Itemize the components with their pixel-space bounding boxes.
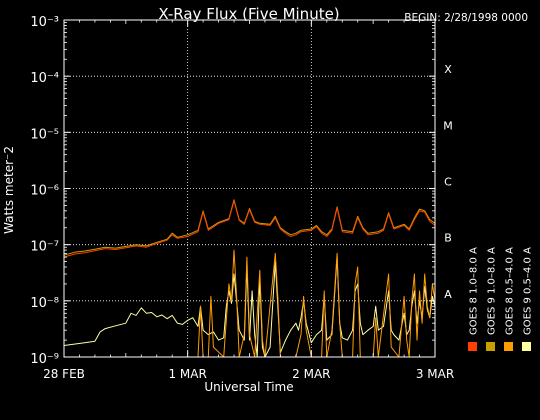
flare-class-labels: A B C M X bbox=[443, 63, 453, 301]
chart-title: X-Ray Flux (Five Minute) bbox=[158, 5, 339, 23]
legend-swatch bbox=[468, 342, 477, 351]
legend-swatch bbox=[522, 342, 531, 351]
x-axis: 28 FEB 1 MAR 2 MAR 3 MAR bbox=[43, 20, 454, 381]
y-tick-label: 10⁻³ bbox=[30, 15, 59, 30]
series-line bbox=[63, 199, 436, 256]
series-line bbox=[63, 200, 436, 258]
legend-label: GOES 8 1.0–8.0 A bbox=[469, 247, 480, 335]
series-lines bbox=[63, 199, 436, 358]
y-tick-label: 10⁻⁹ bbox=[30, 352, 59, 367]
x-tick-label: 3 MAR bbox=[416, 367, 454, 381]
flare-class-label: C bbox=[444, 176, 452, 189]
legend-label: GOES 9 1.0–8.0 A bbox=[487, 247, 498, 335]
legend-label: GOES 9 0.5–4.0 A bbox=[523, 247, 534, 335]
flare-class-label: B bbox=[444, 232, 452, 245]
legend-swatch bbox=[486, 342, 495, 351]
series-line bbox=[64, 249, 436, 358]
y-axis-label: Watts meter⁻2 bbox=[2, 146, 16, 234]
series-line bbox=[63, 256, 436, 358]
y-tick-label: 10⁻⁸ bbox=[30, 296, 59, 311]
legend-label: GOES 8 0.5–4.0 A bbox=[505, 247, 516, 335]
x-tick-label: 1 MAR bbox=[168, 367, 206, 381]
y-tick-label: 10⁻⁷ bbox=[30, 240, 59, 255]
y-tick-label: 10⁻⁶ bbox=[30, 184, 59, 199]
y-tick-label: 10⁻⁴ bbox=[30, 71, 59, 86]
begin-date: BEGIN: 2/28/1998 0000 bbox=[404, 12, 528, 24]
legend-swatch bbox=[504, 342, 513, 351]
flare-class-label: M bbox=[443, 119, 453, 132]
x-axis-label: Universal Time bbox=[204, 380, 293, 394]
y-tick-label: 10⁻⁵ bbox=[30, 127, 59, 142]
x-tick-label: 28 FEB bbox=[43, 367, 85, 381]
x-tick-label: 2 MAR bbox=[292, 367, 330, 381]
flare-class-label: A bbox=[444, 288, 452, 301]
grid-lines bbox=[64, 20, 435, 357]
flare-class-label: X bbox=[444, 63, 452, 76]
legend: GOES 8 1.0–8.0 A GOES 8 0.5–4.0 A GOES 9 1… bbox=[468, 247, 534, 351]
